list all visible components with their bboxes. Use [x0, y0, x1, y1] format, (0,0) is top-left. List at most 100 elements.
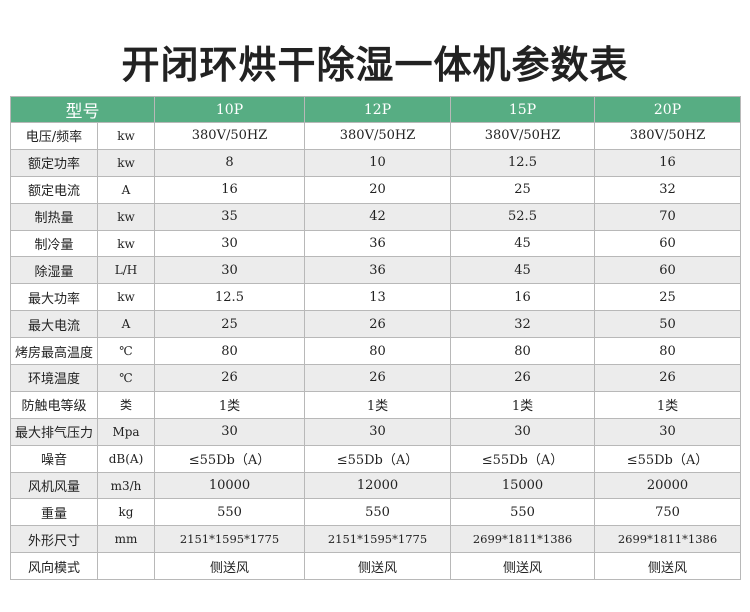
param-name-cell: 电压/频率 — [10, 122, 98, 150]
value-cell: 1类 — [154, 390, 305, 419]
table-row: 最大排气压力 Mpa 30 30 30 30 — [10, 417, 741, 446]
param-name-cell: 烤房最高温度 — [10, 337, 98, 366]
table-row: 烤房最高温度 ℃ 80 80 80 80 — [10, 337, 741, 366]
unit-cell: ℃ — [97, 364, 155, 392]
value-cell: 30 — [594, 417, 741, 446]
value-cell: 380V/50HZ — [154, 122, 305, 150]
value-cell: 80 — [304, 337, 451, 366]
param-name-cell: 噪音 — [10, 444, 98, 473]
unit-cell: kw — [97, 148, 155, 177]
value-cell: 750 — [594, 498, 741, 527]
unit-cell: kw — [97, 229, 155, 258]
unit-cell: kw — [97, 283, 155, 312]
value-cell: 30 — [304, 417, 451, 446]
value-cell: 2151*1595*1775 — [154, 525, 305, 554]
table-row: 环境温度 ℃ 26 26 26 26 — [10, 364, 741, 392]
value-cell: ≤55Db（A） — [154, 444, 305, 473]
model-header-12p: 12P — [304, 96, 451, 123]
value-cell: 32 — [594, 175, 741, 204]
value-cell: 20000 — [594, 471, 741, 500]
param-name-cell: 风向模式 — [10, 552, 98, 581]
table-row: 防触电等级类 1类 1类 1类 1类 — [10, 390, 741, 419]
unit-cell: 类 — [97, 390, 155, 419]
value-cell: 2699*1811*1386 — [450, 525, 595, 554]
value-cell: ≤55Db（A） — [450, 444, 595, 473]
value-cell: 30 — [450, 417, 595, 446]
value-cell: 16 — [594, 148, 741, 177]
value-cell: 30 — [154, 229, 305, 258]
spec-table: 型号 10P 12P 15P 20P 电压/频率 kw 380V/50HZ 380V/… — [10, 96, 741, 581]
value-cell: 50 — [594, 310, 741, 339]
param-name-cell: 外形尺寸 — [10, 525, 98, 554]
table-row: 噪音 dB(A) ≤55Db（A） ≤55Db（A） ≤55Db（A） ≤55Db（A） — [10, 444, 741, 473]
value-cell: 12.5 — [154, 283, 305, 312]
value-cell: 26 — [594, 364, 741, 392]
value-cell: 26 — [304, 364, 451, 392]
value-cell: 26 — [450, 364, 595, 392]
value-cell: 2699*1811*1386 — [594, 525, 741, 554]
unit-cell — [97, 552, 155, 581]
value-cell: 70 — [594, 202, 741, 231]
value-cell: ≤55Db（A） — [304, 444, 451, 473]
unit-cell: A — [97, 310, 155, 339]
table-row: 制冷量 kw 30 36 45 60 — [10, 229, 741, 258]
value-cell: 12.5 — [450, 148, 595, 177]
value-cell: 1类 — [450, 390, 595, 419]
param-name-cell: 环境温度 — [10, 364, 98, 392]
value-cell: 16 — [154, 175, 305, 204]
unit-cell: kw — [97, 122, 155, 150]
table-row: 除湿量 L/H 30 36 45 60 — [10, 256, 741, 285]
param-name-cell: 除湿量 — [10, 256, 98, 285]
param-name-cell: 风机风量 — [10, 471, 98, 500]
value-cell: 36 — [304, 229, 451, 258]
unit-cell: dB(A) — [97, 444, 155, 473]
param-name-cell: 最大电流 — [10, 310, 98, 339]
value-cell: 侧送风 — [154, 552, 305, 581]
table-row: 风机风量 m3/h 10000 12000 15000 20000 — [10, 471, 741, 500]
value-cell: 80 — [450, 337, 595, 366]
value-cell: 12000 — [304, 471, 451, 500]
param-name-cell: 额定电流 — [10, 175, 98, 204]
param-name-cell: 额定功率 — [10, 148, 98, 177]
value-cell: 16 — [450, 283, 595, 312]
value-cell: 45 — [450, 229, 595, 258]
value-cell: 380V/50HZ — [594, 122, 741, 150]
table-row: 重量 kg 550 550 550 750 — [10, 498, 741, 527]
table-row: 最大电流 A 25 26 32 50 — [10, 310, 741, 339]
unit-cell: mm — [97, 525, 155, 554]
param-name-cell: 最大功率 — [10, 283, 98, 312]
param-name-cell: 最大排气压力 — [10, 417, 98, 446]
value-cell: 26 — [304, 310, 451, 339]
value-cell: 15000 — [450, 471, 595, 500]
unit-cell: A — [97, 175, 155, 204]
value-cell: 42 — [304, 202, 451, 231]
value-cell: 550 — [304, 498, 451, 527]
value-cell: 30 — [154, 417, 305, 446]
unit-cell: Mpa — [97, 417, 155, 446]
unit-cell: kw — [97, 202, 155, 231]
value-cell: 550 — [450, 498, 595, 527]
value-cell: 32 — [450, 310, 595, 339]
value-cell: 550 — [154, 498, 305, 527]
table-row: 外形尺寸 mm 2151*1595*1775 2151*1595*1775 2699*1… — [10, 525, 741, 554]
value-cell: 25 — [594, 283, 741, 312]
value-cell: 26 — [154, 364, 305, 392]
param-name-cell: 重量 — [10, 498, 98, 527]
unit-cell: kg — [97, 498, 155, 527]
table-header-row: 型号 10P 12P 15P 20P — [10, 96, 741, 123]
value-cell: 侧送风 — [304, 552, 451, 581]
value-cell: 10000 — [154, 471, 305, 500]
table-row: 额定电流 A 16 20 25 32 — [10, 175, 741, 204]
value-cell: 20 — [304, 175, 451, 204]
unit-cell: ℃ — [97, 337, 155, 366]
value-cell: 1类 — [594, 390, 741, 419]
model-header-20p: 20P — [594, 96, 741, 123]
value-cell: 侧送风 — [594, 552, 741, 581]
model-header-15p: 15P — [450, 96, 595, 123]
value-cell: 1类 — [304, 390, 451, 419]
param-name-cell: 制热量 — [10, 202, 98, 231]
param-name-cell: 制冷量 — [10, 229, 98, 258]
value-cell: 35 — [154, 202, 305, 231]
unit-cell: m3/h — [97, 471, 155, 500]
value-cell: 2151*1595*1775 — [304, 525, 451, 554]
